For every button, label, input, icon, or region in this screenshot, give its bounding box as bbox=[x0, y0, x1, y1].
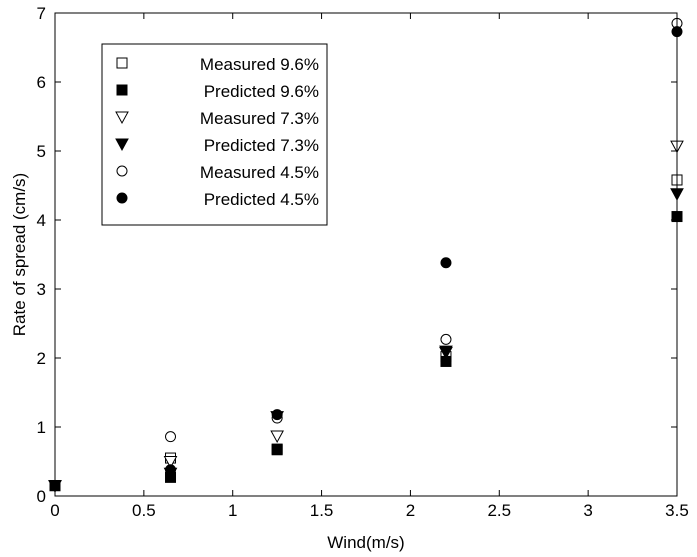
legend-marker bbox=[116, 84, 128, 96]
legend-label: Measured 7.3% bbox=[200, 109, 319, 128]
x-tick-label: 3 bbox=[583, 501, 592, 520]
x-tick-label: 1.5 bbox=[310, 501, 334, 520]
data-point bbox=[271, 409, 283, 421]
plot-frame bbox=[54, 12, 678, 497]
tick-layer: 0 0.5 1 1.5 2 2.5 3 3.5 0 1 2 3 4 5 6 7 bbox=[37, 4, 689, 520]
y-tick-label: 0 bbox=[37, 487, 46, 506]
y-tick-label: 7 bbox=[37, 4, 46, 23]
legend-marker bbox=[116, 165, 128, 177]
x-tick-label: 0 bbox=[50, 501, 59, 520]
legend-label: Measured 9.6% bbox=[200, 55, 319, 74]
x-tick-label: 0.5 bbox=[132, 501, 156, 520]
y-tick-label: 5 bbox=[37, 142, 46, 161]
series-5 bbox=[49, 17, 683, 492]
x-axis-label: Wind(m/s) bbox=[327, 533, 404, 552]
series-6 bbox=[49, 26, 683, 492]
legend-marker bbox=[116, 57, 128, 69]
series-2 bbox=[49, 211, 683, 492]
y-tick-label: 1 bbox=[37, 418, 46, 437]
x-tick-label: 2.5 bbox=[487, 501, 511, 520]
series-4 bbox=[48, 188, 684, 493]
x-tick-label: 1 bbox=[228, 501, 237, 520]
data-point bbox=[271, 444, 283, 456]
data-point bbox=[165, 431, 177, 443]
data-point bbox=[440, 333, 452, 345]
x-tick-label: 2 bbox=[406, 501, 415, 520]
data-point bbox=[165, 464, 177, 476]
y-axis-label: Rate of spread (cm/s) bbox=[10, 173, 29, 336]
data-point bbox=[163, 456, 178, 469]
data-point bbox=[439, 345, 453, 359]
legend-label: Predicted 7.3% bbox=[204, 136, 319, 155]
y-tick-label: 2 bbox=[37, 349, 46, 368]
legend-marker bbox=[115, 138, 129, 152]
legend-label: Predicted 9.6% bbox=[204, 82, 319, 101]
y-tick-label: 4 bbox=[37, 211, 46, 230]
legend-label: Measured 4.5% bbox=[200, 163, 319, 182]
legend-marker bbox=[116, 192, 128, 204]
x-tick-label: 3.5 bbox=[665, 501, 689, 520]
legend: Measured 9.6% Predicted 9.6% Measured 7.3%… bbox=[101, 43, 328, 226]
data-point bbox=[440, 257, 452, 269]
y-tick-label: 3 bbox=[37, 280, 46, 299]
y-tick-label: 6 bbox=[37, 73, 46, 92]
data-point bbox=[270, 430, 284, 444]
legend-marker bbox=[115, 111, 129, 125]
legend-label: Predicted 4.5% bbox=[204, 190, 319, 209]
legend-box bbox=[101, 43, 328, 226]
